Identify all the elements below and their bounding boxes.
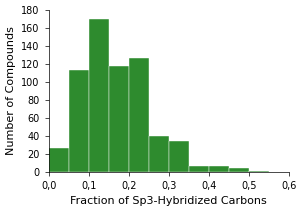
Bar — [229, 168, 249, 172]
Bar — [69, 70, 89, 172]
Bar — [129, 58, 149, 172]
Bar — [109, 66, 129, 172]
X-axis label: Fraction of Sp3-Hybridized Carbons: Fraction of Sp3-Hybridized Carbons — [70, 197, 267, 206]
Bar — [169, 141, 189, 172]
Bar — [89, 19, 109, 172]
Bar — [49, 148, 69, 172]
Y-axis label: Number of Compounds: Number of Compounds — [5, 26, 16, 155]
Bar — [189, 166, 209, 172]
Bar — [209, 166, 229, 172]
Bar — [149, 136, 169, 172]
Bar — [249, 171, 269, 172]
